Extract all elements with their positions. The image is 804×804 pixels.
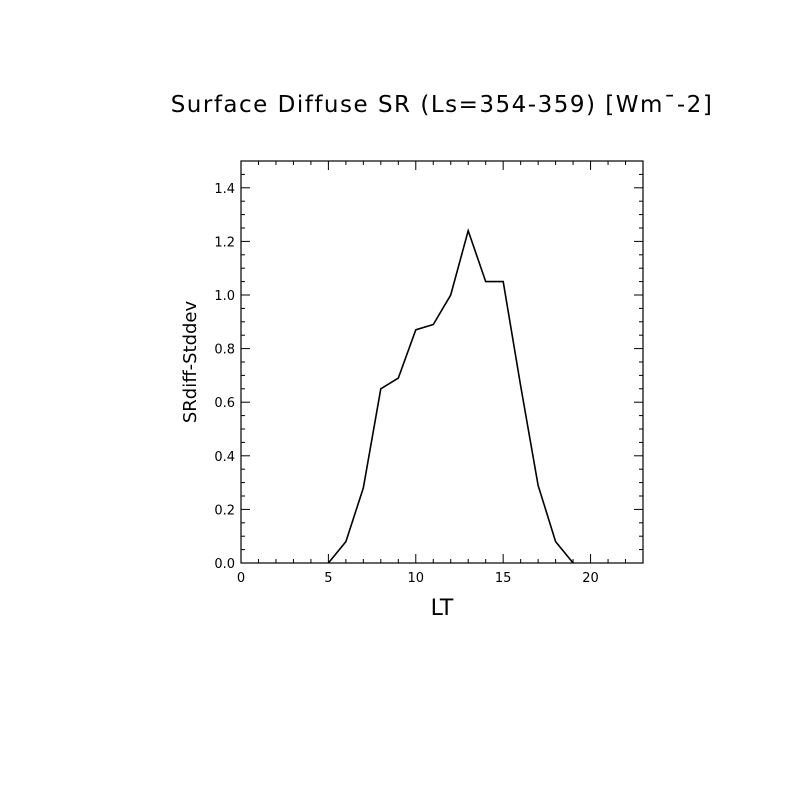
y-tick-label: 1.2: [214, 235, 235, 250]
y-tick-label: 0.0: [214, 557, 235, 572]
y-tick-label: 0.4: [214, 450, 235, 465]
x-tick-label: 10: [408, 571, 425, 586]
y-tick-label: 0.6: [214, 396, 235, 411]
x-axis-label: LT: [431, 596, 454, 621]
series-line: [327, 227, 574, 564]
x-axis-tick-labels: 0 5 10 15 20: [237, 571, 599, 586]
x-tick-label: 0: [237, 571, 245, 586]
chart-title: Surface Diffuse SR (Ls=354-359) [Wm¯-2]: [171, 92, 714, 118]
y-axis-label: SRdiff-Stddev: [180, 300, 201, 423]
plot-frame: [240, 160, 644, 564]
y-tick-label: 0.2: [214, 503, 235, 518]
x-tick-label: 5: [324, 571, 332, 586]
x-tick-label: 20: [582, 571, 599, 586]
y-axis-ticks: [241, 160, 643, 564]
y-tick-label: 1.0: [214, 289, 235, 304]
y-tick-label: 1.4: [214, 182, 235, 197]
series-layer: [327, 227, 574, 564]
x-tick-label: 15: [495, 571, 512, 586]
y-axis-tick-labels: 0.0 0.2 0.4 0.6 0.8 1.0 1.2 1.4: [214, 182, 235, 572]
y-tick-label: 0.8: [214, 343, 235, 358]
x-axis-ticks: [240, 161, 644, 563]
